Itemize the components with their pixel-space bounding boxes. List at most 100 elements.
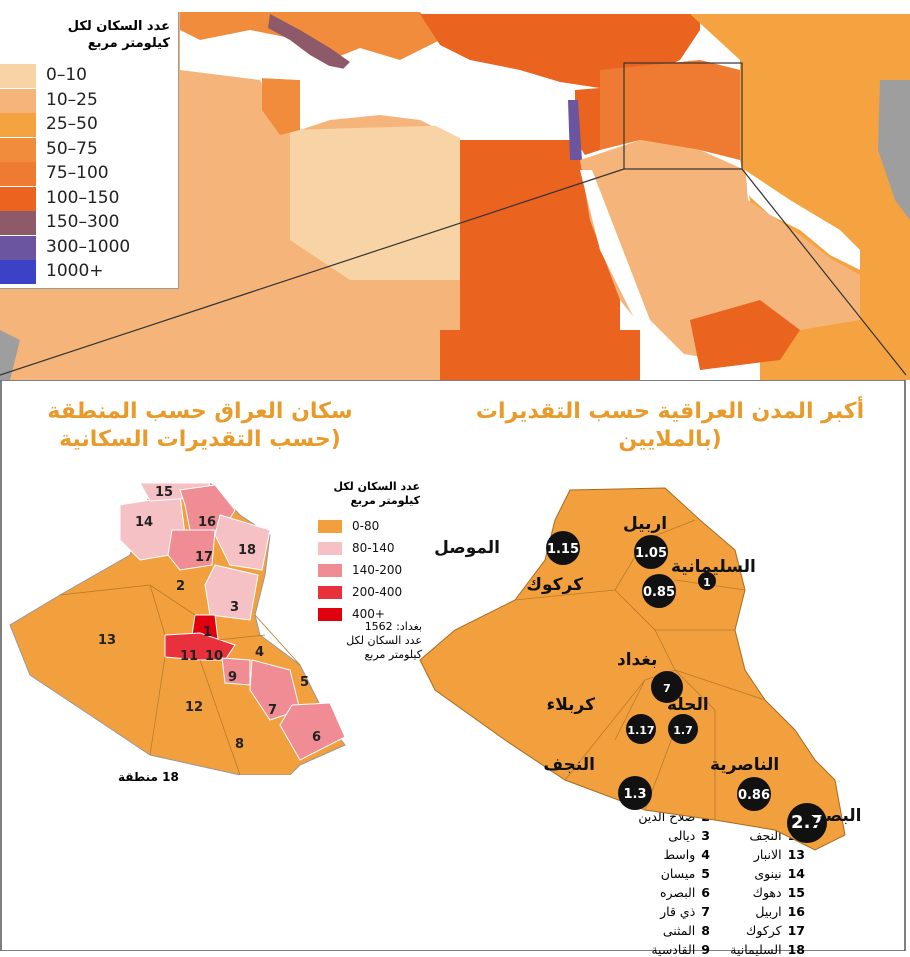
legend-swatch — [0, 113, 36, 137]
region-label-2: 2 — [176, 579, 186, 594]
legend-label: 80-140 — [352, 541, 395, 555]
region-list-item: 17 كركوك — [746, 923, 805, 938]
city-value: 7 — [663, 682, 671, 695]
region-number: 18 — [787, 942, 805, 957]
left-title: سكان العراق حسب المنطقة (حسب التقديرات ا… — [30, 398, 370, 454]
legend-swatch — [0, 88, 36, 113]
legend-label: 400+ — [352, 607, 385, 621]
region-label-6: 6 — [312, 730, 322, 745]
city-value: 0.86 — [738, 788, 770, 803]
city-circle — [634, 535, 668, 569]
region-list-title: 18 منطقة — [118, 770, 179, 784]
baghdad-note-line2: عدد السكان لكل — [346, 634, 422, 647]
legend-label: 300–1000 — [46, 236, 131, 257]
persian-gulf — [745, 170, 860, 270]
region-list-item: 7 ذي قار — [660, 904, 710, 919]
top-legend-item: 0–10 — [0, 64, 178, 88]
yemen-region — [690, 300, 800, 370]
legend-swatch — [0, 162, 36, 186]
city-circle — [651, 671, 683, 703]
city-name: الناصرية — [710, 755, 780, 775]
region-number: 16 — [787, 904, 805, 919]
region-name: دهوك — [752, 885, 782, 900]
region-name: اربيل — [755, 904, 782, 919]
left-legend-title: عدد السكان لكل كيلومتر مربع — [300, 480, 420, 508]
city-name: البصرة — [805, 806, 862, 826]
top-legend-item: 1000+ — [0, 260, 178, 284]
region-list-item: 3 ديالى — [668, 828, 710, 843]
region-number: 8 — [701, 923, 710, 938]
top-legend-item: 10–25 — [0, 88, 178, 113]
region-list-item: 8 المثنى — [663, 923, 710, 938]
city-value: 1.7 — [673, 724, 693, 737]
city-value: 2.7 — [791, 812, 823, 833]
region-list-item: 16 اربيل — [755, 904, 805, 919]
density-legend-item: 0-80 — [318, 518, 438, 536]
egypt-region — [460, 140, 620, 330]
left-title-line1: سكان العراق حسب المنطقة — [47, 399, 353, 424]
arabia-region — [580, 140, 860, 360]
city-value: 1 — [703, 576, 711, 589]
top-legend-title-line2: كيلومتر مربع — [87, 36, 170, 51]
inset-line-left — [0, 168, 625, 376]
region-list-item: 18 السليمانية — [730, 942, 805, 957]
top-legend-item: 50–75 — [0, 137, 178, 162]
legend-label: 10–25 — [46, 89, 98, 110]
region-label-16: 16 — [198, 515, 217, 530]
region-number: 3 — [701, 828, 710, 843]
region-number: 5 — [701, 866, 710, 881]
city-name: السليمانية — [671, 557, 756, 577]
region-list-item: 6 البصره — [660, 885, 710, 900]
legend-label: 100–150 — [46, 187, 120, 208]
region-name: الانبار — [753, 847, 782, 862]
region-list-item: 15 دهوك — [753, 885, 805, 900]
legend-swatch — [318, 564, 342, 577]
iraq-panel-svg — [0, 380, 906, 951]
region-number: 4 — [701, 847, 710, 862]
region-list-item: 14 نينوى — [754, 866, 805, 881]
sudan-region — [440, 330, 640, 380]
city-value: 1.17 — [627, 724, 654, 737]
region-list-item: 4 واسط — [663, 847, 710, 862]
region-label-5: 5 — [300, 675, 310, 690]
region-name: القادسية — [651, 942, 696, 957]
legend-label: 0–10 — [46, 65, 87, 85]
top-legend-item: 300–1000 — [0, 235, 178, 260]
inset-box — [623, 62, 743, 170]
iraq-panel: سكان العراق حسب المنطقة (حسب التقديرات ا… — [0, 380, 910, 957]
region-name: ديالى — [668, 828, 696, 843]
legend-label: 25–50 — [46, 114, 98, 134]
region-name: نينوى — [754, 866, 782, 881]
region-name: النجف — [749, 828, 782, 843]
top-legend-title-line1: عدد السكان لكل — [67, 19, 170, 34]
legend-swatch — [0, 186, 36, 211]
region-label-4: 4 — [255, 645, 265, 660]
region-label-7: 7 — [268, 703, 278, 718]
left-title-line2: (حسب التقديرات السكانية — [59, 427, 341, 452]
right-title: أكبر المدن العراقية حسب التقديرات (بالمل… — [470, 398, 870, 454]
top-legend: عدد السكان لكل كيلومتر مربع 0–10 10–25 25–… — [0, 12, 179, 289]
city-circle — [618, 776, 652, 810]
syria-iraq-region — [600, 60, 740, 160]
city-name: كركوك — [526, 575, 583, 595]
city-value: 1.3 — [623, 787, 646, 802]
region-number: 17 — [787, 923, 805, 938]
region-list-item: 13 الانبار — [754, 847, 805, 862]
legend-swatch — [0, 235, 36, 260]
city-name: اربيل — [623, 514, 668, 534]
region-name: ميسان — [660, 866, 696, 881]
city-circle — [668, 714, 698, 744]
right-title-line2: (بالملايين — [618, 427, 722, 452]
inset-line-right — [741, 168, 907, 376]
top-legend-title: عدد السكان لكل كيلومتر مربع — [68, 18, 170, 52]
city-name: كربلاء — [546, 695, 595, 715]
city-value: 1.15 — [547, 542, 579, 557]
top-legend-item: 150–300 — [0, 211, 178, 235]
region-label-9: 9 — [228, 670, 238, 685]
region-label-17: 17 — [195, 550, 214, 565]
legend-swatch — [0, 137, 36, 162]
region-label-18: 18 — [238, 543, 257, 558]
legend-label: 1000+ — [46, 261, 104, 281]
region-label-11: 11 — [180, 649, 199, 664]
region-number: 15 — [787, 885, 805, 900]
